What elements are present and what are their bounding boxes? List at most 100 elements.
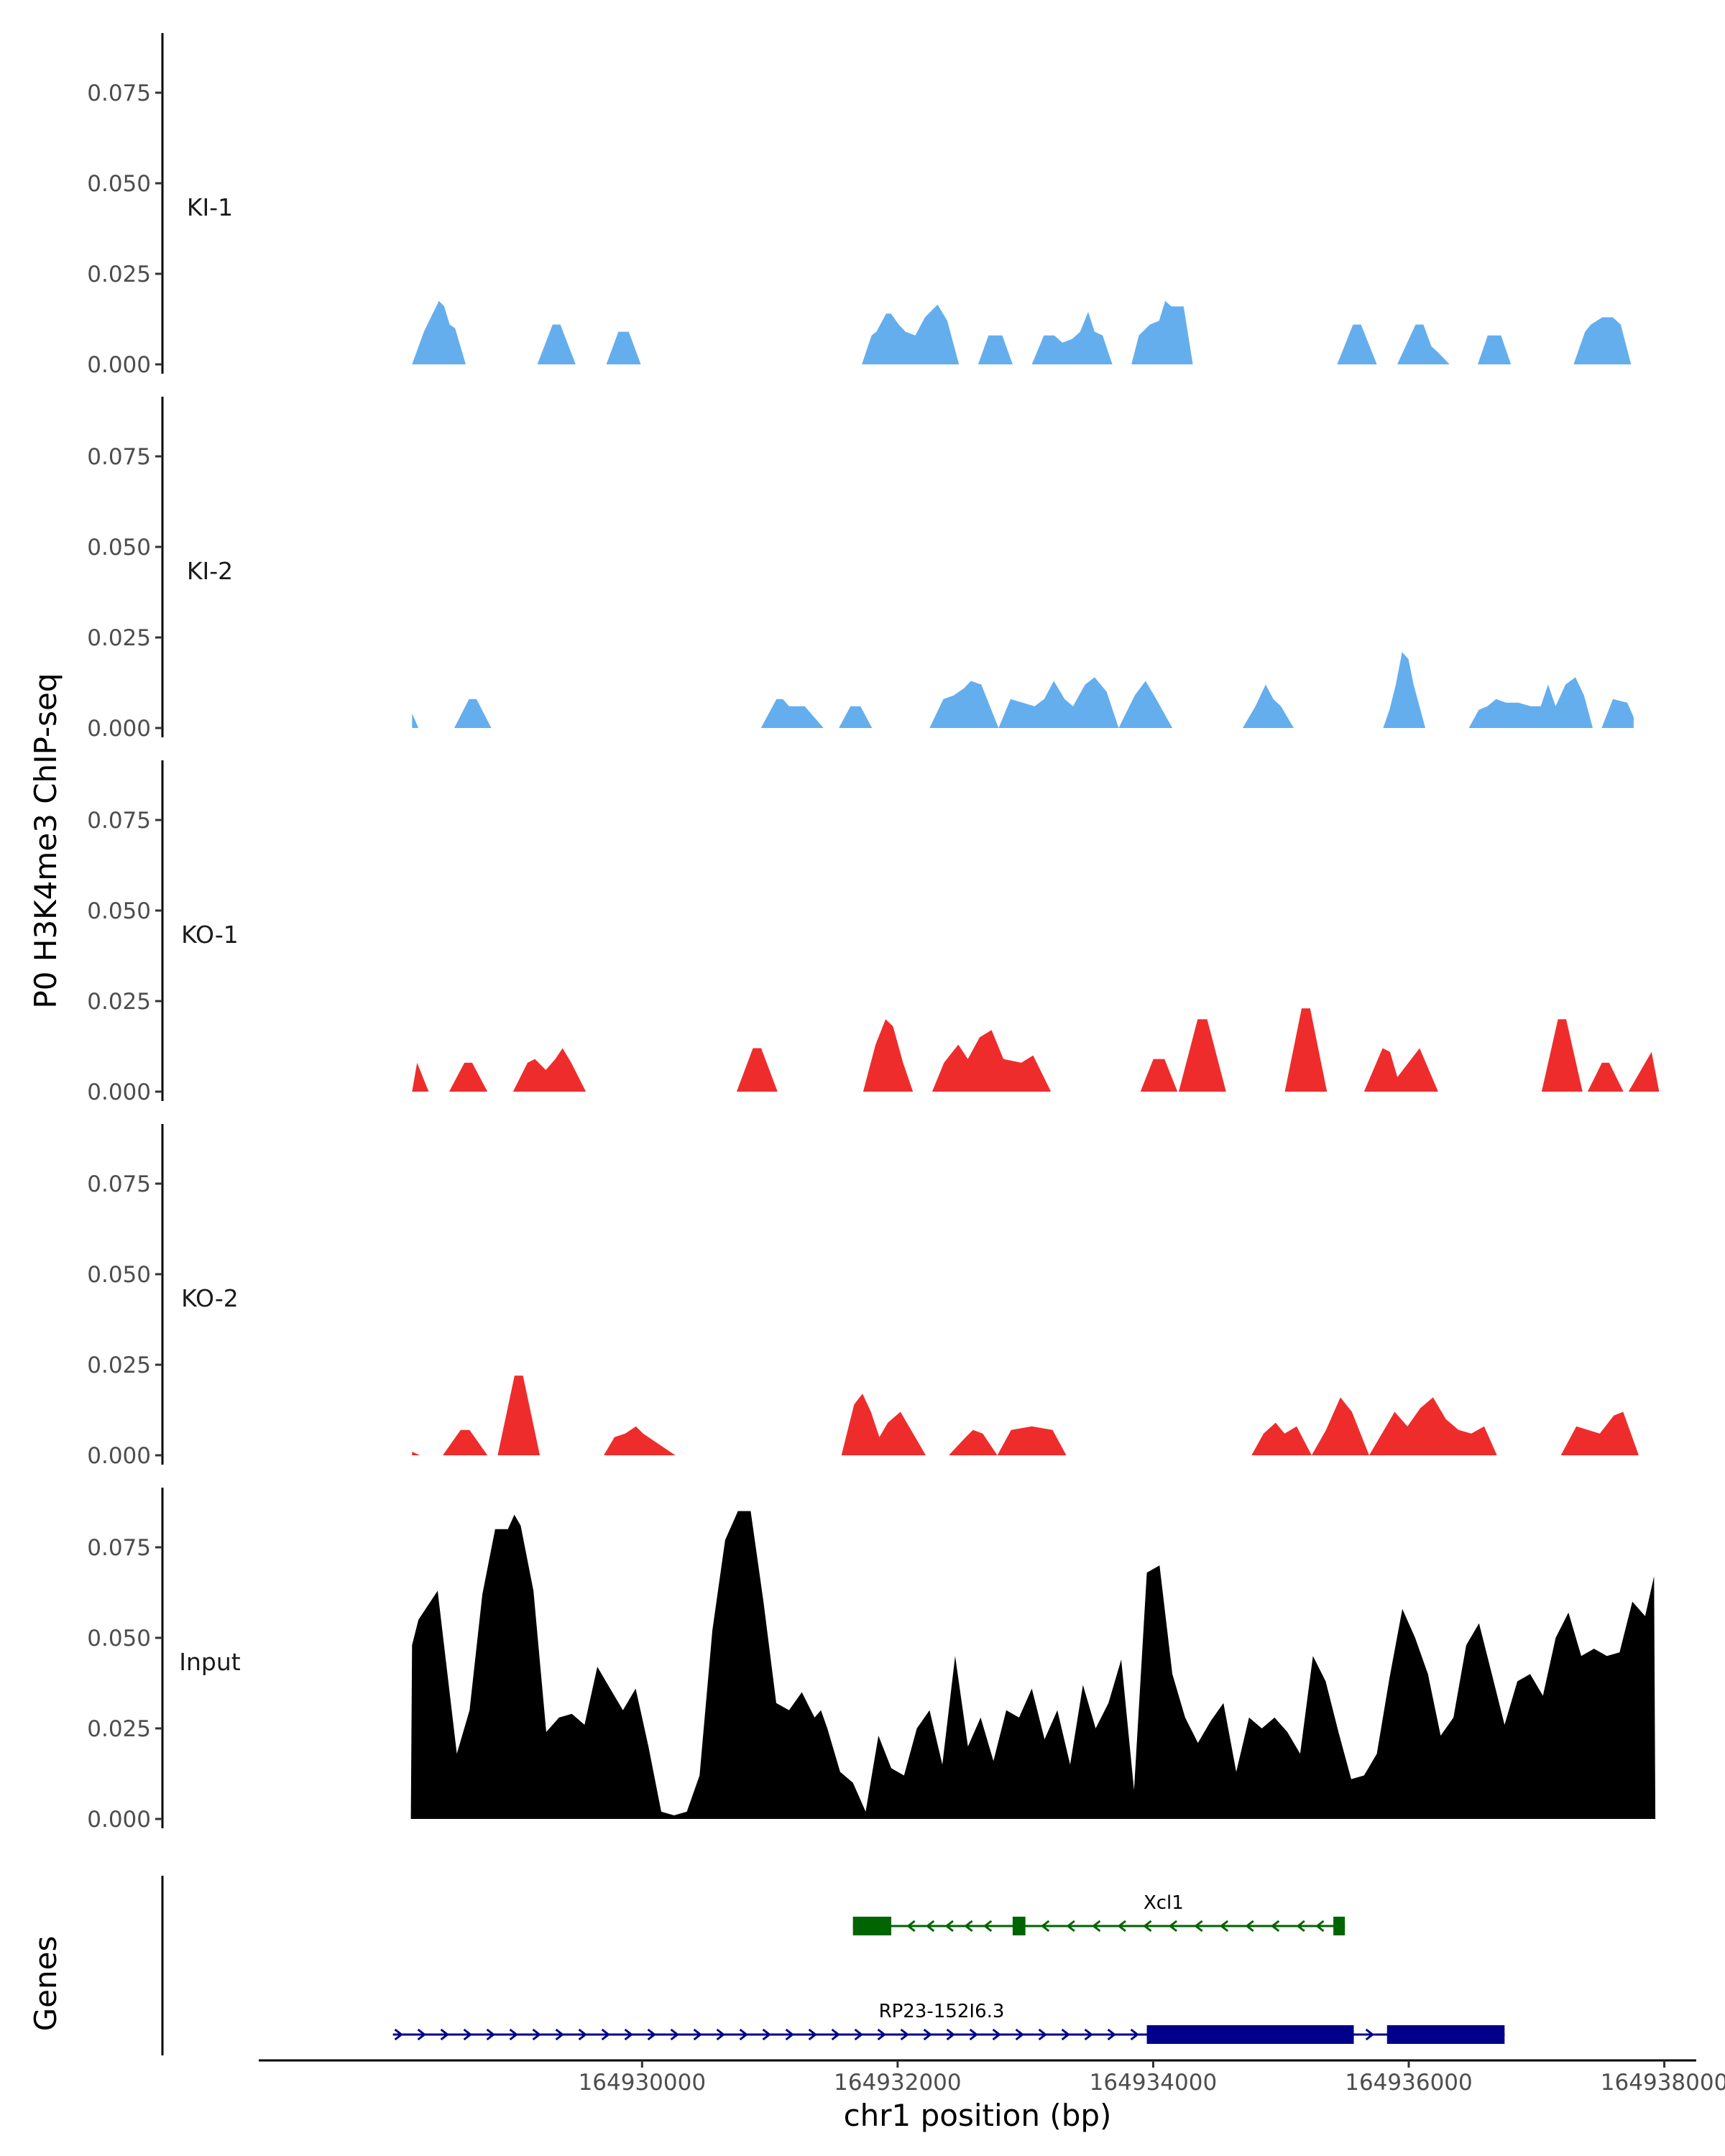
signal-peak (1468, 677, 1593, 728)
strand-arrow (808, 2028, 818, 2041)
gene-xcl1: Xcl1 (852, 1892, 1346, 1935)
y-tick-label: 0.000 (87, 352, 151, 378)
signal-peak (512, 1048, 586, 1092)
signal-peak (497, 1376, 540, 1455)
strand-arrow (417, 2028, 426, 2041)
signal-peak (1031, 311, 1113, 364)
strand-arrow (1296, 1920, 1305, 1932)
y-tick-label: 0.050 (87, 1262, 151, 1288)
strand-arrow (1091, 1920, 1101, 1932)
strand-arrow (831, 2028, 841, 2041)
track-label: Input (179, 1648, 241, 1676)
strand-arrow (925, 1920, 935, 1932)
track-label: KO-1 (181, 921, 239, 949)
strand-arrow (1066, 1920, 1075, 1932)
y-tick-label: 0.050 (87, 1626, 151, 1651)
strand-arrow (1061, 2028, 1071, 2041)
signal-peak (978, 335, 1013, 364)
y-tick-label: 0.075 (87, 1535, 151, 1561)
x-tick-label: 164932000 (834, 2070, 962, 2096)
strand-arrow (944, 1920, 954, 1932)
signal-peak (929, 681, 999, 728)
y-tick-label: 0.025 (87, 1353, 151, 1378)
signal-peak (1179, 1019, 1226, 1092)
strand-arrow (762, 2028, 772, 2041)
strand-arrow (670, 2028, 679, 2041)
signal-tracks: 0.0000.0250.0500.075KI-10.0000.0250.0500… (87, 33, 1660, 1833)
signal-peak (862, 1019, 914, 1092)
signal-peak (412, 1452, 420, 1455)
strand-arrow (1245, 1920, 1254, 1932)
signal-peak (1587, 1062, 1624, 1092)
signal-peak (412, 1062, 429, 1092)
genes-axis-title: Genes (28, 1936, 63, 2032)
strand-arrow (440, 2028, 449, 2041)
strand-arrow (906, 1920, 916, 1932)
signal-peak (1628, 1051, 1660, 1092)
signal-peak (932, 1030, 1052, 1092)
signal-peak (949, 1429, 998, 1455)
strand-arrow (854, 2028, 864, 2041)
x-axis: 164930000 164932000 164934000 164936000 1649… (259, 2059, 1725, 2096)
signal-peak (537, 324, 576, 364)
x-tick-label: 164938000 (1601, 2070, 1725, 2096)
y-tick-label: 0.075 (87, 80, 151, 106)
signal-peak (736, 1048, 778, 1092)
signal-peak (760, 699, 824, 728)
signal-peak (1242, 684, 1294, 728)
strand-arrow (1194, 1920, 1203, 1932)
signal-peak (1397, 324, 1450, 364)
track-ki-2: 0.000 0.025 0.050 0.075 KI-2 (87, 397, 1634, 742)
gene-name-label: RP23-152I6.3 (879, 2001, 1005, 2022)
strand-arrow (1040, 1920, 1050, 1932)
x-tick-label: 164934000 (1090, 2070, 1218, 2096)
genes-panel: Xcl1 RP23-152I6.3 (161, 1876, 1505, 2055)
strand-arrow (578, 2028, 587, 2041)
y-tick-label: 0.000 (87, 1443, 151, 1469)
x-tick-label: 164930000 (579, 2070, 707, 2096)
strand-arrow (601, 2028, 610, 2041)
strand-arrow (509, 2028, 518, 2041)
strand-arrow (716, 2028, 726, 2041)
strand-arrow (463, 2028, 472, 2041)
signal-peak (454, 699, 492, 728)
signal-peak (1478, 335, 1512, 364)
track-label: KI-1 (187, 193, 233, 221)
strand-arrow (1365, 2028, 1375, 2041)
track-ki-1: 0.000 0.025 0.050 0.075 KI-1 (87, 33, 1632, 378)
gene-name-label: Xcl1 (1144, 1892, 1184, 1914)
y-tick-label: 0.025 (87, 1716, 151, 1742)
signal-peak (862, 304, 960, 364)
y-tick-label: 0.075 (87, 1171, 151, 1197)
signal-peak (1118, 681, 1173, 728)
signal-peak (412, 300, 466, 364)
signal-peak (1251, 1422, 1312, 1455)
strand-arrow (969, 2028, 979, 2041)
signal-peak (1337, 324, 1377, 364)
strand-arrow (532, 2028, 541, 2041)
signal-peak (412, 713, 419, 728)
signal-peak (1560, 1411, 1639, 1455)
track-input: 0.000 0.025 0.050 0.075 Input (87, 1488, 1656, 1833)
signal-peak (1601, 699, 1634, 728)
strand-arrow (992, 2028, 1002, 2041)
strand-arrow (785, 2028, 795, 2041)
track-ko-2: 0.000 0.025 0.050 0.075 KO-2 (87, 1124, 1639, 1469)
gene-exon (1386, 2025, 1505, 2044)
y-tick-label: 0.025 (87, 989, 151, 1015)
y-tick-label: 0.050 (87, 171, 151, 197)
y-tick-label: 0.050 (87, 898, 151, 924)
signal-peak (1541, 1019, 1583, 1092)
signal-peak (1383, 652, 1426, 728)
gene-exon (1012, 1917, 1026, 1935)
signal-peak (1368, 1397, 1497, 1455)
strand-arrow (739, 2028, 749, 2041)
strand-arrow (1168, 1920, 1178, 1932)
signal-peak (604, 1426, 676, 1455)
signal-peak (448, 1062, 488, 1092)
strand-arrow (1015, 2028, 1025, 2041)
strand-arrow (647, 2028, 656, 2041)
signal-peak (606, 331, 641, 364)
signal-peak (997, 1426, 1067, 1455)
